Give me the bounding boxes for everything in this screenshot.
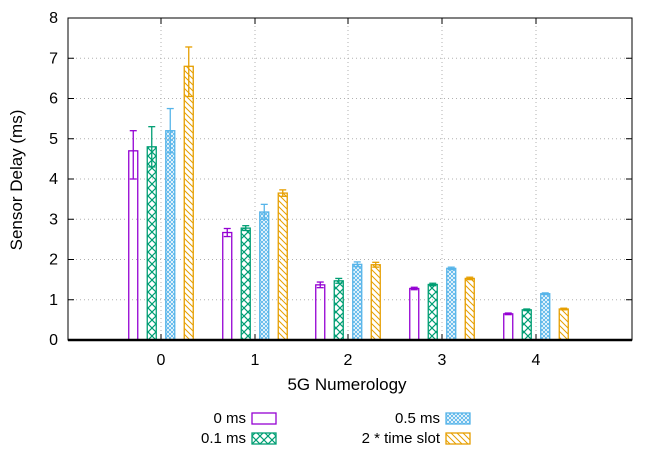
bar — [352, 263, 363, 341]
legend: 0 ms 0.1 ms 0.5 ms 2 * time slot — [201, 410, 471, 447]
legend-label: 2 * time slot — [362, 430, 441, 447]
x-tick-label: 2 — [344, 352, 353, 369]
y-tick-label: 8 — [49, 10, 58, 27]
x-tick-label: 3 — [438, 352, 447, 369]
x-axis-title: 5G Numerology — [287, 375, 407, 394]
x-tick-label: 1 — [251, 352, 260, 369]
y-tick-label: 4 — [49, 171, 58, 188]
grid-lines — [68, 18, 632, 340]
bar — [277, 192, 288, 341]
bar — [370, 264, 381, 341]
bar — [183, 65, 194, 341]
y-tick-label: 2 — [49, 252, 58, 269]
bar — [259, 211, 270, 341]
y-tick-label: 0 — [49, 332, 58, 349]
y-tick-label: 5 — [49, 131, 58, 148]
bar — [464, 277, 475, 341]
bar — [540, 293, 551, 341]
bar — [165, 130, 176, 341]
legend-swatch — [445, 432, 471, 445]
bar — [333, 280, 344, 341]
bar — [146, 146, 157, 341]
bar — [503, 313, 514, 341]
bar — [240, 227, 251, 341]
x-tick-label: 0 — [157, 352, 166, 369]
legend-swatch — [251, 412, 277, 425]
bar — [558, 308, 569, 341]
y-tick-label: 6 — [49, 91, 58, 108]
y-tick-label: 3 — [49, 211, 58, 228]
bar — [521, 309, 532, 341]
bar — [409, 287, 420, 341]
bar — [446, 267, 457, 341]
x-tick-label: 4 — [532, 352, 541, 369]
bars — [128, 46, 569, 341]
y-tick-label: 7 — [49, 50, 58, 67]
legend-label: 0 ms — [213, 410, 246, 427]
bar — [315, 284, 326, 341]
y-tick-label: 1 — [49, 292, 58, 309]
legend-label: 0.5 ms — [395, 410, 440, 427]
legend-swatch — [251, 432, 277, 445]
axes: 0 1 2 3 4 5 6 7 8 0 1 2 3 4 — [49, 10, 633, 369]
legend-label: 0.1 ms — [201, 430, 246, 447]
bar — [222, 231, 233, 341]
y-axis-title: Sensor Delay (ms) — [7, 110, 26, 251]
bar — [427, 283, 438, 341]
legend-swatch — [445, 412, 471, 425]
